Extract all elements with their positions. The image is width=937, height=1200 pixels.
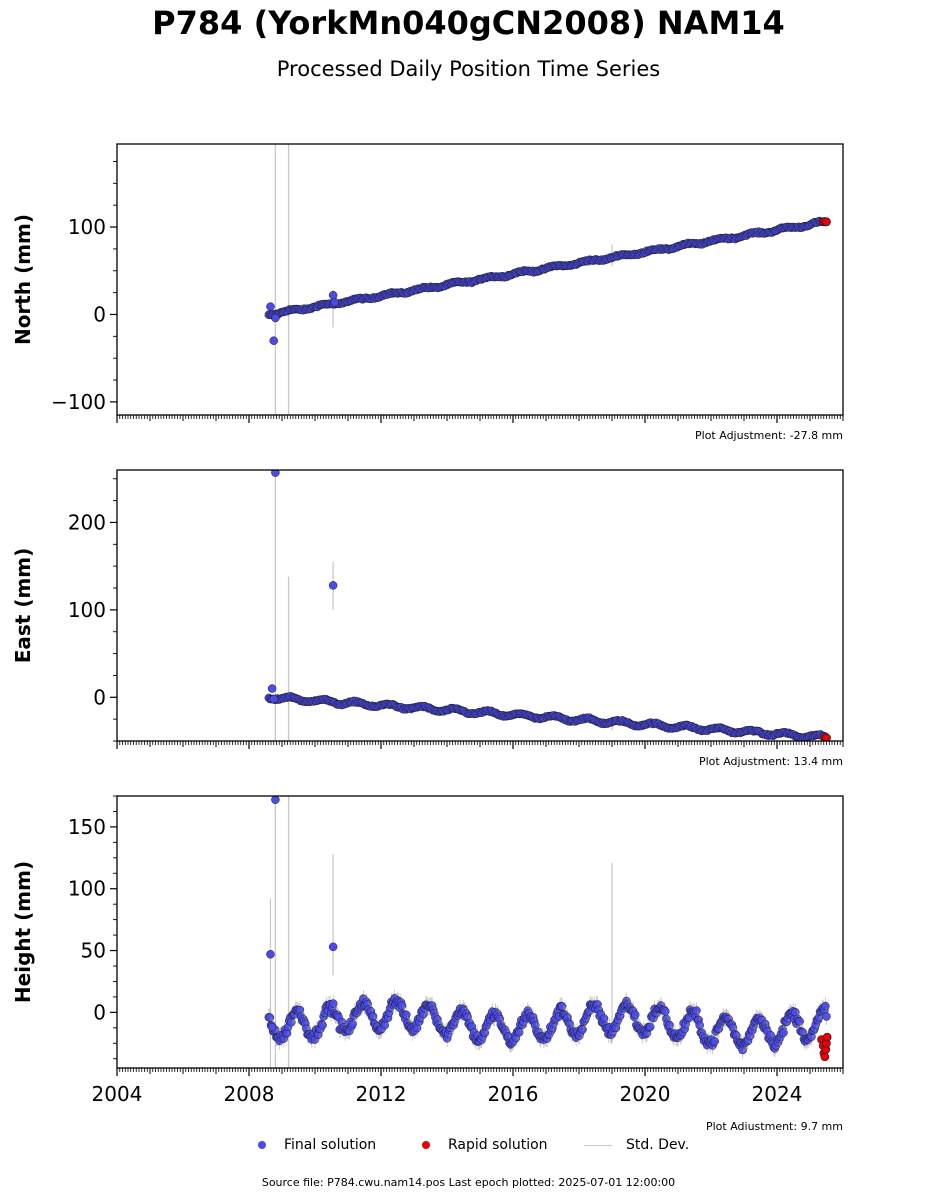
height-ytick-label: 50: [81, 939, 106, 963]
east-ytick-label: 100: [68, 598, 106, 622]
page-title: P784 (YorkMn040gCN2008) NAM14: [152, 4, 785, 42]
height-final-point: [265, 1013, 275, 1022]
height-xtick-label: 2016: [488, 1082, 539, 1106]
height-final-point: [318, 1021, 327, 1030]
height-outlier-point: [271, 796, 280, 804]
height-final-point: [692, 1006, 701, 1015]
east-frame: [116, 469, 844, 742]
height-plot-adjustment: Plot Adjustment: 9.7 mm: [706, 1120, 843, 1130]
north-plot-adjustment: Plot Adjustment: -27.8 mm: [695, 429, 843, 442]
north-rapid-point: [822, 217, 831, 227]
east-outlier-point: [269, 694, 278, 704]
east-rapid-point: [822, 733, 831, 741]
height-final-point: [822, 1012, 831, 1021]
height-xtick-label: 2012: [356, 1082, 407, 1106]
height-xtick-label: 2008: [224, 1082, 275, 1106]
north-outlier-point: [271, 313, 280, 323]
height-ylabel: Height (mm): [11, 861, 35, 1003]
page-subtitle: Processed Daily Position Time Series: [276, 57, 661, 81]
height-final-point: [795, 1017, 804, 1026]
east-ytick-label: 0: [93, 685, 106, 709]
height-final-point: [329, 999, 338, 1008]
north-outlier-point: [266, 302, 275, 311]
height-rapid-point: [822, 1032, 832, 1042]
east-outlier-point: [271, 470, 280, 477]
height-rapid-point: [820, 1052, 830, 1062]
north-outlier-point: [328, 290, 338, 300]
north-ytick-label: −100: [51, 390, 106, 414]
north-data-area: [264, 144, 831, 415]
height-outlier-point: [328, 942, 338, 952]
legend-rapid-marker: [422, 1141, 430, 1149]
height-xtick-label: 2020: [620, 1082, 671, 1106]
height-final-point: [710, 1037, 719, 1046]
height-final-point: [599, 1014, 609, 1023]
east-outlier-point: [328, 581, 338, 590]
height-final-point: [661, 1007, 670, 1016]
north-ylabel: North (mm): [11, 214, 35, 345]
height-final-point: [557, 1002, 567, 1011]
height-final-point: [695, 1021, 704, 1030]
legend-std: Std. Dev.: [584, 1137, 689, 1153]
height-final-point: [348, 1019, 357, 1029]
east-ylabel: East (mm): [11, 548, 35, 664]
height-final-point: [368, 1012, 378, 1021]
legend: Final solution Rapid solution Std. Dev.: [0, 1137, 937, 1159]
north-outlier-point: [269, 336, 278, 345]
height-final-point: [397, 1001, 407, 1010]
height-final-point: [578, 1025, 587, 1034]
legend-final: Final solution: [258, 1137, 376, 1153]
north-ytick-label: 100: [68, 215, 106, 239]
east-plot-adjustment: Plot Adjustment: 13.4 mm: [699, 755, 843, 768]
legend-rapid-label: Rapid solution: [448, 1137, 548, 1153]
east-ytick-label: 200: [68, 510, 106, 534]
height-final-point: [646, 1022, 655, 1032]
height-ytick-label: 100: [68, 877, 106, 901]
height-outlier-point: [267, 1022, 277, 1032]
height-final-point: [514, 1028, 524, 1037]
height-final-point: [821, 1001, 830, 1011]
height-final-point: [665, 1020, 674, 1030]
north-outlier-point: [330, 297, 340, 307]
east-outlier-point: [267, 684, 277, 693]
height-ytick-label: 0: [93, 1000, 106, 1024]
legend-rapid: Rapid solution: [422, 1137, 548, 1153]
legend-final-marker: [258, 1141, 266, 1149]
height-xtick-label: 2024: [752, 1082, 803, 1106]
legend-std-label: Std. Dev.: [626, 1137, 690, 1153]
height-xtick-label: 2004: [92, 1082, 143, 1106]
time-series-plots: −100 0 100 North (mm) Plot Adjustment: -27.8…: [11, 143, 844, 1130]
source-footer: Source file: P784.cwu.nam14.pos Last epo…: [261, 1176, 676, 1189]
height-final-point: [779, 1028, 788, 1037]
legend-std-line: [584, 1144, 612, 1146]
height-outlier-point: [266, 950, 275, 959]
height-ytick-label: 150: [68, 815, 106, 839]
height-data-area: [264, 796, 832, 1068]
north-ytick-label: 0: [93, 302, 106, 326]
east-data-area: [264, 470, 831, 741]
height-final-point: [630, 1010, 640, 1019]
legend-final-label: Final solution: [284, 1137, 377, 1153]
height-final-point: [402, 1010, 411, 1020]
